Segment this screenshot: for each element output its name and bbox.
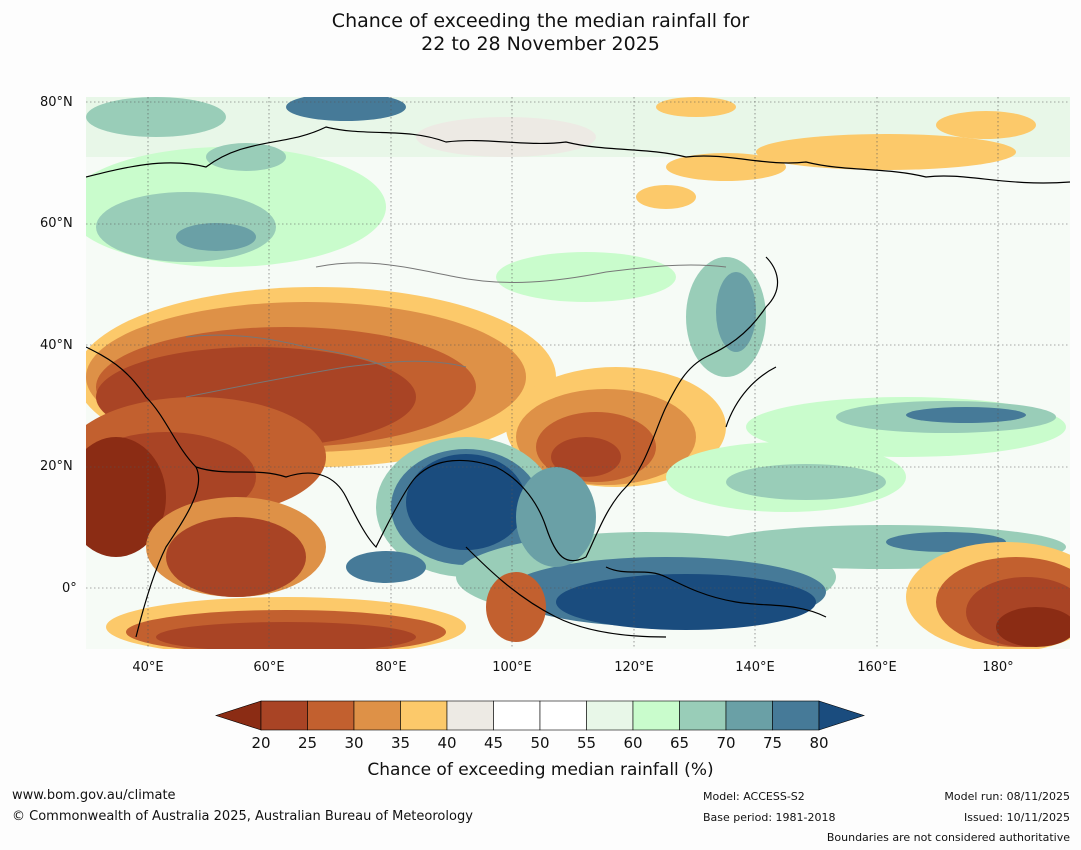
footer-issued: Issued: 10/11/2025 (963, 811, 1070, 824)
colorbar-bin (679, 700, 727, 731)
lon-label-120e: 120°E (614, 660, 654, 675)
colorbar-bin (772, 700, 820, 731)
dry-anomaly-arctic (416, 97, 1036, 209)
footer-model: Model: ACCESS-S2 (703, 790, 805, 803)
colorbar-under-arrow (215, 700, 262, 731)
footer-url[interactable]: www.bom.gov.au/climate (12, 788, 176, 803)
colorbar-bin (446, 700, 494, 731)
footer-model-run: Model run: 08/11/2025 (944, 790, 1070, 803)
colorbar-tick-label: 80 (809, 734, 829, 752)
title-line-2: 22 to 28 November 2025 (421, 33, 660, 55)
colorbar-label: Chance of exceeding median rainfall (%) (367, 760, 714, 780)
rainfall-probability-map (86, 97, 1070, 649)
lat-label-equator: 0° (62, 581, 77, 596)
lon-label-100e: 100°E (492, 660, 532, 675)
dry-anomaly-south (106, 542, 1070, 649)
colorbar-svg (215, 700, 865, 731)
colorbar-bin (400, 700, 448, 731)
colorbar-tick-label: 65 (669, 734, 690, 752)
lon-label-60e: 60°E (253, 660, 285, 675)
colorbar-tick-label: 70 (716, 734, 736, 752)
lon-label-80e: 80°E (375, 660, 407, 675)
colorbar-tick-label: 75 (762, 734, 783, 752)
lon-label-140e: 140°E (735, 660, 775, 675)
colorbar-tick-label: 40 (437, 734, 457, 752)
map-title: Chance of exceeding the median rainfall … (0, 10, 1081, 56)
lat-label-20n: 20°N (40, 459, 73, 474)
colorbar-bin (307, 700, 355, 731)
colorbar-tick-label: 50 (530, 734, 550, 752)
lat-label-40n: 40°N (40, 338, 73, 353)
footer-copyright: © Commonwealth of Australia 2025, Austra… (12, 809, 473, 824)
lon-label-180: 180° (982, 660, 1014, 675)
wet-anomaly-pacific (666, 397, 1066, 569)
colorbar-tick-label: 25 (297, 734, 318, 752)
colorbar-tick-label: 20 (251, 734, 271, 752)
title-line-1: Chance of exceeding the median rainfall … (331, 10, 750, 32)
colorbar-over-arrow (818, 700, 865, 731)
colorbar-bin (586, 700, 634, 731)
colorbar-bin (539, 700, 587, 731)
country-borders (185, 262, 727, 398)
lon-label-160e: 160°E (857, 660, 897, 675)
colorbar-tick-label: 35 (390, 734, 411, 752)
lat-label-60n: 60°N (40, 216, 73, 231)
lon-label-40e: 40°E (132, 660, 164, 675)
colorbar-tick-label: 30 (344, 734, 364, 752)
colorbar-bin (493, 700, 541, 731)
colorbar-bin (632, 700, 680, 731)
colorbar-bin (260, 700, 308, 731)
colorbar-tick-label: 55 (576, 734, 597, 752)
lat-label-80n: 80°N (40, 95, 73, 110)
colorbar-tick-label: 60 (623, 734, 643, 752)
footer-disclaimer: Boundaries are not considered authoritat… (826, 831, 1070, 844)
colorbar-bin (725, 700, 773, 731)
coastlines (86, 126, 1070, 638)
colorbar (214, 700, 866, 732)
colorbar-tick-label: 45 (483, 734, 504, 752)
dry-anomaly-central-asia (86, 287, 556, 597)
footer-base-period: Base period: 1981-2018 (703, 811, 836, 824)
graticule (86, 97, 1070, 649)
map-svg (86, 97, 1070, 649)
colorbar-bin (353, 700, 401, 731)
